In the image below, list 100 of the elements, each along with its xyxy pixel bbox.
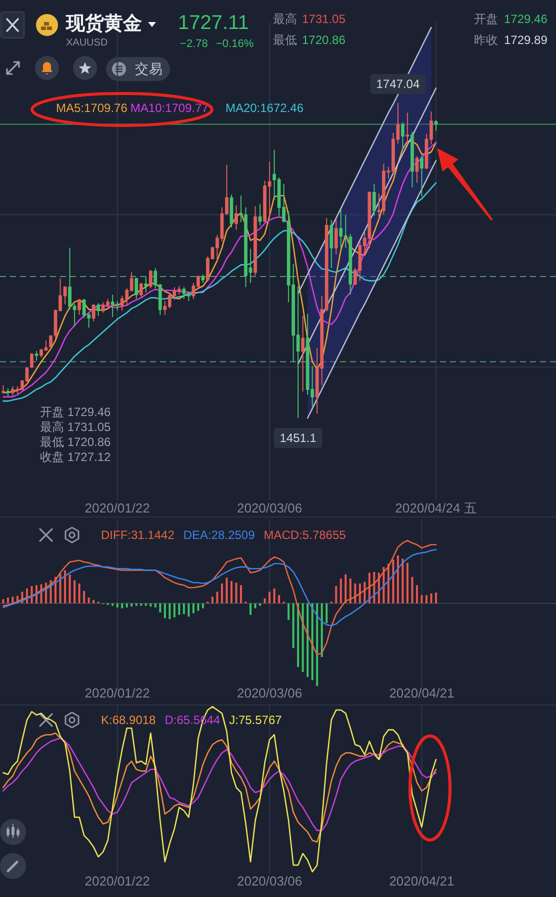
bar xyxy=(88,598,90,604)
bar xyxy=(340,578,342,604)
text: 1729.46 xyxy=(504,12,548,26)
bar xyxy=(278,595,280,604)
candlestick xyxy=(301,315,305,392)
text: 1720.86 xyxy=(302,33,346,47)
bar xyxy=(121,603,124,608)
text: −2.78 xyxy=(180,38,208,50)
bar xyxy=(6,598,9,604)
annotation: 1451.1 xyxy=(274,428,322,448)
bar xyxy=(159,603,162,612)
bar xyxy=(230,581,232,604)
bar xyxy=(411,576,414,604)
bar xyxy=(164,603,166,618)
bar xyxy=(226,578,228,604)
bar xyxy=(358,583,361,604)
bar xyxy=(302,603,304,672)
annotation: 1747.04 xyxy=(370,74,426,94)
bar xyxy=(211,596,214,604)
legend: DIFF:31.1442 DEA:28.2509 MACD:5.78655 xyxy=(101,528,346,542)
bar xyxy=(292,603,294,648)
bar xyxy=(349,578,352,604)
candlestick xyxy=(258,204,262,226)
annotation: 开盘 1729.46 xyxy=(40,405,112,419)
candlestick xyxy=(139,282,143,298)
x-tick-label: 2020/01/22 xyxy=(84,500,150,516)
candlestick xyxy=(144,276,148,294)
chart-subtitle: XAUUSD xyxy=(66,38,108,48)
x-tick-label: 2020/04/24 五 xyxy=(395,500,477,516)
bar xyxy=(68,574,71,604)
candlestick xyxy=(410,131,414,188)
x-tick-label: 2020/04/21 xyxy=(389,686,454,700)
x-tick-label: 2020/03/06 xyxy=(237,874,302,888)
bar xyxy=(154,603,156,608)
bar xyxy=(202,603,204,608)
bar xyxy=(135,603,138,606)
candlestick xyxy=(415,156,419,184)
candlestick xyxy=(434,120,438,132)
candlestick xyxy=(78,298,81,316)
bar xyxy=(435,592,437,604)
bar xyxy=(250,603,252,615)
bar xyxy=(316,603,318,686)
text: 最高 xyxy=(273,12,297,26)
legend: MA5:1709.76 MA10:1709.77 MA20:1672.46 xyxy=(56,101,304,115)
bar xyxy=(392,560,394,604)
candlestick xyxy=(406,112,410,146)
candlestick xyxy=(92,304,96,322)
bar xyxy=(268,592,271,604)
candlestick xyxy=(372,183,376,216)
annotation: 1747.04 xyxy=(376,77,420,91)
candlestick xyxy=(2,384,5,394)
candlestick xyxy=(254,206,257,276)
bar xyxy=(74,580,76,604)
bar xyxy=(140,603,142,606)
text: 1731.05 xyxy=(302,12,346,26)
bar xyxy=(416,585,418,604)
bar xyxy=(188,603,190,617)
text: 收盘 1727.12 xyxy=(40,450,112,464)
x-tick-label: 2020/03/06 xyxy=(237,500,302,516)
x-tick-label: 2020/04/21 xyxy=(389,874,454,888)
bar xyxy=(178,603,180,615)
chart-title: 现货黄金 xyxy=(65,12,142,34)
text: 1729.89 xyxy=(504,33,548,47)
candlestick xyxy=(234,204,238,230)
candlestick xyxy=(148,270,152,289)
bar xyxy=(297,603,300,667)
annotation: 1451.1 xyxy=(280,431,317,445)
bar xyxy=(182,603,185,614)
bar xyxy=(116,603,118,608)
candlestick xyxy=(34,350,38,362)
bar xyxy=(235,582,238,604)
x-tick-label: 2020/01/22 xyxy=(84,874,150,888)
candlestick xyxy=(134,277,138,300)
candlestick xyxy=(334,218,338,255)
bar xyxy=(2,599,4,604)
bar xyxy=(326,603,328,624)
candlestick xyxy=(30,352,34,369)
candlestick xyxy=(201,274,205,284)
text: 交易 xyxy=(135,62,163,76)
candlestick xyxy=(420,154,424,198)
x-tick-label: 2020/03/06 xyxy=(237,686,302,700)
candlestick xyxy=(96,302,100,316)
text: 最低 1720.86 xyxy=(40,435,112,449)
text: 开盘 xyxy=(474,12,498,26)
bar xyxy=(344,574,347,604)
bar xyxy=(320,603,323,658)
bar xyxy=(92,600,95,604)
x-tick-label: 2020/01/22 xyxy=(84,686,150,700)
text: 昨收 xyxy=(474,33,498,47)
text: 最高 1731.05 xyxy=(40,420,112,434)
candlestick xyxy=(49,334,52,350)
candlestick xyxy=(401,122,404,150)
candlestick xyxy=(330,220,334,269)
bar xyxy=(406,562,408,604)
candlestick xyxy=(6,388,10,396)
bar xyxy=(112,603,114,606)
bar xyxy=(273,588,276,604)
text: 最低 xyxy=(273,33,297,47)
text: 1727.11 xyxy=(178,12,249,34)
text: −0.16% xyxy=(216,38,254,50)
